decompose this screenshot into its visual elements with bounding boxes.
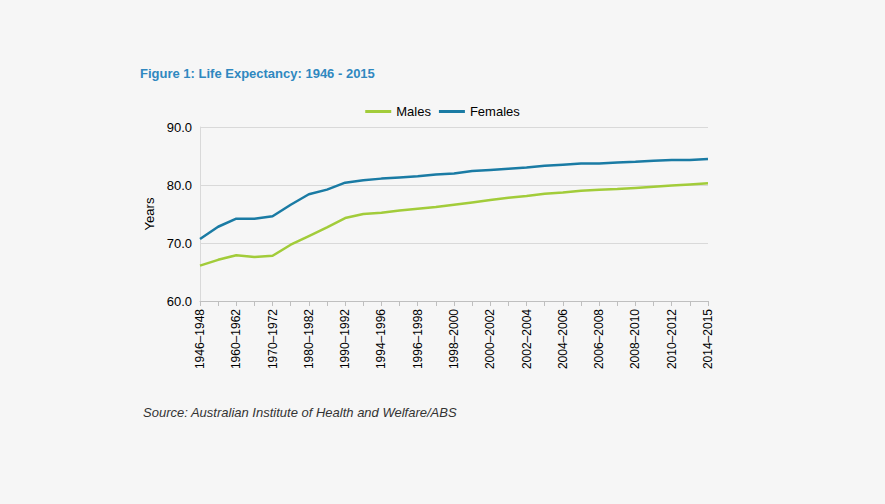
svg-text:2010–2012: 2010–2012 [665, 309, 679, 369]
svg-text:1990–1992: 1990–1992 [338, 309, 352, 369]
svg-text:Years: Years [142, 197, 157, 230]
svg-text:80.0: 80.0 [167, 178, 192, 193]
svg-text:1970–1972: 1970–1972 [266, 309, 280, 369]
svg-text:Females: Females [470, 104, 520, 119]
svg-text:Figure 1: Life Expectancy: 194: Figure 1: Life Expectancy: 1946 - 2015 [140, 66, 375, 81]
svg-text:2000–2002: 2000–2002 [483, 309, 497, 369]
svg-text:60.0: 60.0 [167, 294, 192, 309]
svg-text:1946–1948: 1946–1948 [193, 309, 207, 369]
svg-text:1996–1998: 1996–1998 [411, 309, 425, 369]
svg-text:1980–1982: 1980–1982 [302, 309, 316, 369]
svg-text:2002–2004: 2002–2004 [520, 309, 534, 369]
svg-text:1998–2000: 1998–2000 [447, 309, 461, 369]
svg-text:2004–2006: 2004–2006 [556, 309, 570, 369]
svg-text:Males: Males [396, 104, 431, 119]
svg-text:1960–1962: 1960–1962 [229, 309, 243, 369]
svg-text:70.0: 70.0 [167, 236, 192, 251]
svg-text:90.0: 90.0 [167, 120, 192, 135]
svg-text:2008–2010: 2008–2010 [628, 309, 642, 369]
svg-text:Source: Australian Institute o: Source: Australian Institute of Health a… [143, 405, 457, 420]
svg-text:2006–2008: 2006–2008 [592, 309, 606, 369]
svg-text:1994–1996: 1994–1996 [374, 309, 388, 369]
svg-text:2014–2015: 2014–2015 [701, 309, 715, 369]
